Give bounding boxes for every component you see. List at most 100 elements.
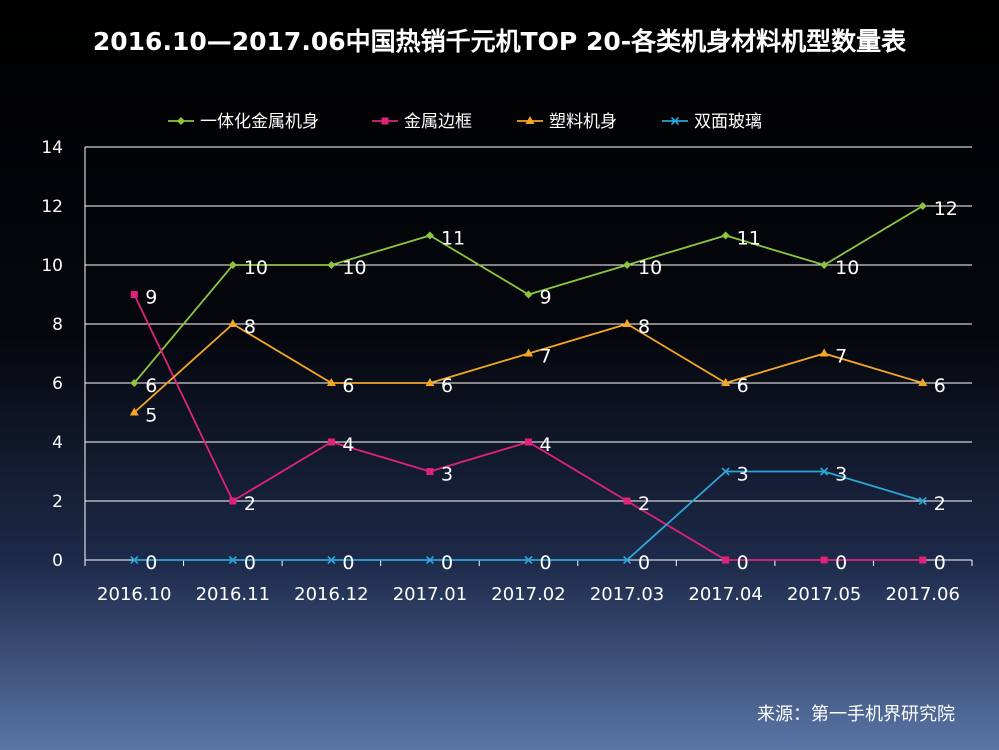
data-point (229, 497, 237, 505)
data-label: 10 (342, 257, 366, 279)
data-label: 7 (835, 346, 847, 368)
data-point (721, 467, 730, 476)
data-label: 4 (540, 434, 552, 456)
data-label: 7 (540, 346, 552, 368)
data-label: 8 (244, 316, 256, 338)
series-line (134, 470, 923, 561)
x-tick-label: 2016.10 (97, 584, 171, 605)
data-point (326, 378, 336, 386)
data-point (623, 497, 631, 505)
legend-marker (177, 117, 185, 125)
data-label: 10 (638, 257, 662, 279)
data-point (820, 261, 829, 269)
data-point (327, 438, 335, 446)
source-note: 来源：第一手机界研究院 (757, 704, 955, 725)
legend-label: 塑料机身 (549, 112, 617, 132)
x-tick-label: 2017.01 (393, 584, 467, 605)
data-label: 10 (244, 257, 268, 279)
data-point (819, 348, 829, 357)
data-point (918, 378, 928, 386)
data-label: 6 (737, 375, 749, 397)
data-label: 6 (934, 375, 946, 397)
data-label: 6 (342, 375, 354, 397)
legend-label: 双面玻璃 (694, 112, 762, 132)
y-tick-label: 10 (41, 256, 63, 276)
data-point (721, 378, 731, 386)
data-label: 5 (145, 405, 157, 427)
data-point (919, 556, 927, 564)
data-label: 0 (244, 552, 256, 574)
x-tick-label: 2016.11 (196, 584, 270, 605)
data-label: 11 (737, 228, 761, 250)
data-label: 2 (638, 493, 650, 515)
legend-label: 一体化金属机身 (200, 112, 319, 132)
legend-label: 金属边框 (404, 112, 472, 132)
data-point (327, 261, 336, 269)
data-point (425, 555, 435, 565)
data-label: 0 (540, 552, 552, 574)
data-label: 9 (540, 287, 552, 309)
y-tick-label: 6 (52, 374, 63, 394)
data-label: 0 (441, 552, 453, 574)
data-point (130, 555, 139, 565)
data-label: 6 (441, 375, 453, 397)
data-point (622, 319, 632, 327)
data-label: 4 (342, 434, 354, 456)
data-label: 6 (145, 375, 157, 397)
data-point (425, 231, 434, 240)
y-tick-label: 0 (52, 551, 63, 571)
data-point (130, 291, 138, 298)
data-point (722, 556, 730, 564)
data-label: 11 (441, 228, 465, 250)
data-point (228, 261, 237, 269)
data-point (918, 202, 927, 210)
data-label: 0 (145, 552, 157, 574)
data-point (623, 261, 632, 269)
data-point (820, 467, 829, 476)
x-tick-label: 2017.05 (787, 584, 861, 605)
data-point (525, 438, 532, 446)
y-tick-label: 12 (41, 197, 63, 217)
x-tick-label: 2017.03 (590, 584, 664, 605)
y-tick-label: 4 (52, 433, 63, 453)
data-point (820, 556, 828, 564)
data-point (524, 290, 533, 299)
data-label: 3 (835, 464, 847, 486)
data-point (228, 555, 237, 565)
line-chart: 0 2 4 6 8 10 12 14 2016.10 2016.11 2016.12 2017.01 2… (41, 112, 960, 605)
legend-marker (670, 116, 680, 126)
data-label: 3 (737, 464, 749, 486)
legend-marker (525, 116, 535, 124)
data-point (622, 555, 632, 565)
data-label: 0 (737, 552, 749, 574)
data-label: 2 (934, 493, 946, 515)
data-point (130, 379, 139, 387)
data-point (721, 231, 730, 240)
data-point (426, 468, 434, 475)
x-tick-label: 2017.02 (491, 584, 565, 605)
y-tick-label: 14 (41, 138, 63, 158)
data-label: 12 (934, 198, 958, 220)
data-point (524, 555, 533, 565)
data-point (524, 348, 533, 357)
data-label: 0 (342, 552, 354, 574)
x-tick-label: 2016.12 (294, 584, 368, 605)
data-point (918, 496, 927, 506)
data-label: 10 (835, 257, 859, 279)
data-label: 8 (638, 316, 650, 338)
x-tick-label: 2017.06 (886, 584, 960, 605)
y-tick-label: 2 (52, 492, 63, 512)
data-label: 3 (441, 464, 453, 486)
data-label: 0 (638, 552, 650, 574)
x-tick-label: 2017.04 (688, 584, 762, 605)
data-point (425, 378, 435, 386)
data-label: 0 (934, 552, 946, 574)
chart-title: 2016.10—2017.06中国热销千元机TOP 20-各类机身材料机型数量表 (92, 27, 907, 56)
data-label: 0 (835, 552, 847, 574)
data-point (228, 319, 238, 327)
data-point (327, 555, 336, 565)
data-label: 9 (145, 287, 157, 309)
legend-marker (381, 117, 389, 125)
y-tick-label: 8 (52, 315, 63, 335)
data-point (129, 407, 139, 416)
